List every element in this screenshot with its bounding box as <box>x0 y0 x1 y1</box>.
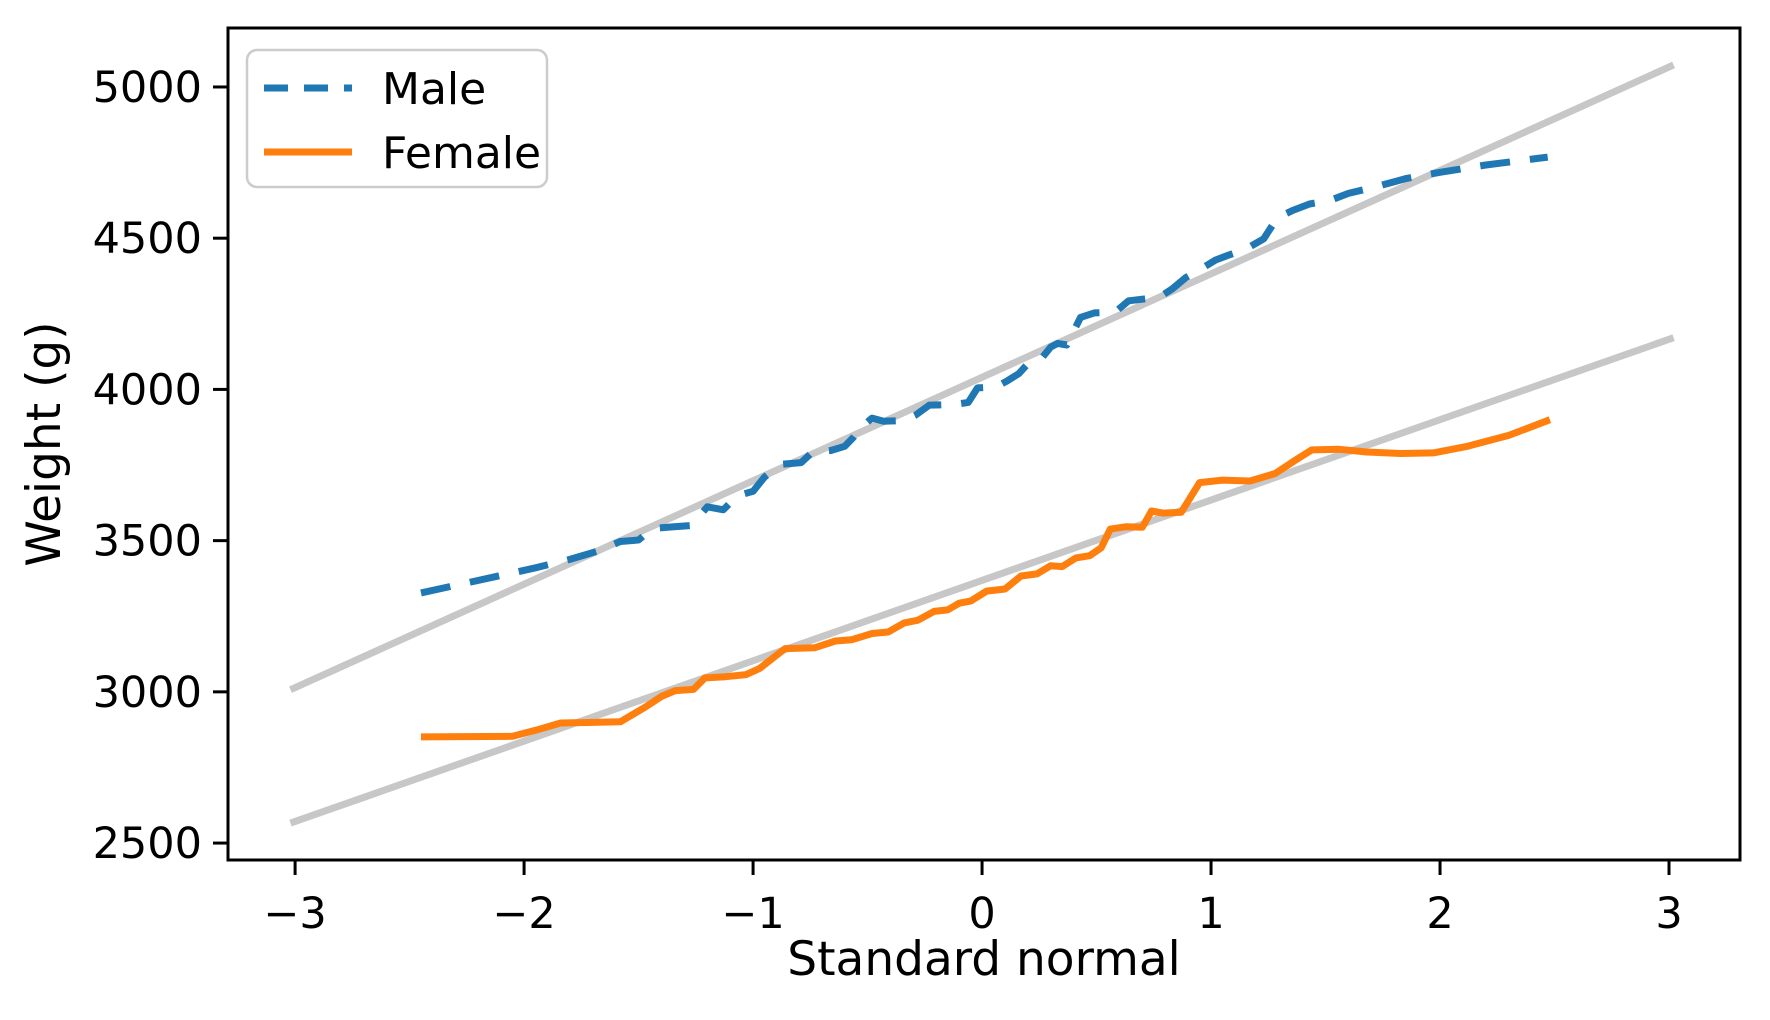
plot-border <box>226 26 1742 862</box>
x-tick-label: 0 <box>968 889 995 939</box>
legend: Male Female <box>245 48 549 189</box>
data-lines-group <box>420 153 1552 741</box>
legend-female-label: Female <box>382 128 541 179</box>
y-tick-label: 3000 <box>93 668 202 718</box>
tick-labels-group: −3 −2 −1 0 1 2 3 2500 3000 3500 4000 4500 5000 <box>93 63 1683 939</box>
x-tick-label: −2 <box>492 889 555 939</box>
y-tick-label: 5000 <box>93 63 202 113</box>
x-tick-label: −1 <box>721 889 784 939</box>
female-model-line <box>289 334 1675 827</box>
female-line <box>420 416 1552 741</box>
x-axis-label: Standard normal <box>787 932 1180 987</box>
y-tick-label: 2500 <box>93 819 202 869</box>
x-tick-label: −3 <box>263 889 326 939</box>
y-tick-label: 3500 <box>93 517 202 567</box>
y-tick-label: 4000 <box>93 365 202 415</box>
axis-ticks-group <box>213 85 1671 875</box>
y-axis-label: Weight (g) <box>17 321 72 566</box>
x-tick-label: 3 <box>1655 889 1682 939</box>
x-tick-label: 1 <box>1197 889 1224 939</box>
male-line <box>420 153 1549 597</box>
legend-male-label: Male <box>382 64 486 115</box>
x-tick-label: 2 <box>1426 889 1453 939</box>
y-tick-label: 4500 <box>93 214 202 264</box>
